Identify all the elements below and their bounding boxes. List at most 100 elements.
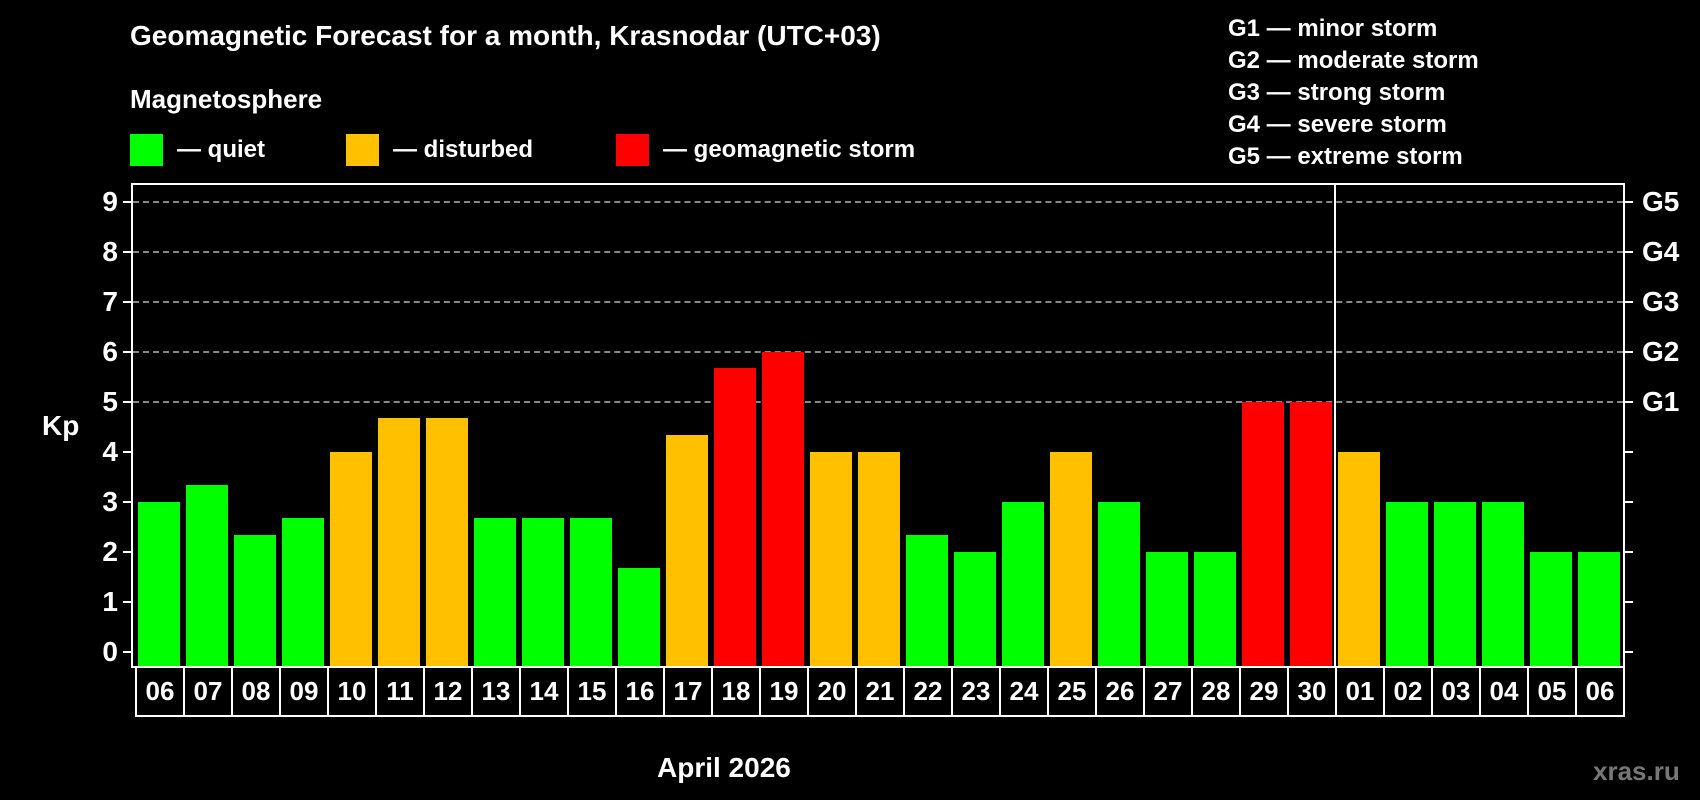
date-label: 11 [375, 668, 423, 715]
y-tick-label: 0 [102, 635, 118, 667]
date-label: 20 [807, 668, 855, 715]
chart-subtitle: Magnetosphere [130, 84, 323, 114]
g-level-label: G2 [1642, 335, 1680, 367]
y-tick-label: 5 [102, 385, 118, 417]
date-label: 05 [1527, 668, 1575, 715]
kp-bar [1194, 551, 1236, 668]
g-level-label: G3 [1642, 285, 1680, 317]
kp-bar [618, 568, 660, 668]
y-tick-right [1625, 350, 1633, 353]
date-label: 06 [1575, 668, 1623, 715]
kp-bar [1338, 451, 1380, 668]
legend-disturbed: — disturbed [346, 133, 533, 167]
y-tick-label: 1 [102, 585, 118, 617]
gridline [133, 250, 1623, 253]
legend-swatch-disturbed [346, 134, 379, 166]
kp-bar [810, 451, 852, 668]
kp-bar [1002, 501, 1044, 668]
kp-bar [906, 535, 948, 668]
legend-label: — geomagnetic storm [663, 136, 916, 163]
y-tick-label: 4 [102, 435, 118, 467]
kp-bar [522, 518, 564, 668]
y-tick-right [1625, 550, 1633, 553]
chart-title: Geomagnetic Forecast for a month, Krasno… [130, 20, 881, 51]
month-divider [1334, 183, 1336, 668]
date-axis: 06 07 08 09 10 11 12 13 14 15 16 17 18 19 20 21 22 23 24 25… [135, 668, 1625, 717]
kp-bar [1386, 501, 1428, 668]
y-tick [123, 300, 131, 303]
kp-bar [714, 368, 756, 668]
y-tick-label: 9 [102, 185, 118, 217]
date-label: 06 [145, 676, 175, 706]
date-label: 16 [615, 668, 663, 715]
date-label: 29 [1239, 668, 1287, 715]
kp-bar [426, 418, 468, 668]
y-tick-right [1625, 450, 1633, 453]
y-tick-right [1625, 250, 1633, 253]
plot-area [131, 183, 1625, 668]
date-label: 18 [711, 668, 759, 715]
date-label: 23 [951, 668, 999, 715]
kp-bar [858, 451, 900, 668]
storm-scale-g4: G4 — severe storm [1228, 111, 1447, 138]
kp-bar [1290, 401, 1332, 668]
gridline [133, 350, 1623, 353]
storm-scale-g5: G5 — extreme storm [1228, 143, 1463, 170]
gridline [133, 200, 1623, 203]
y-tick-right [1625, 600, 1633, 603]
y-tick-right [1625, 200, 1633, 203]
y-tick [123, 450, 131, 453]
legend-storm: — geomagnetic storm [616, 133, 915, 167]
date-label: 03 [1431, 668, 1479, 715]
legend-label: — disturbed [393, 136, 534, 163]
y-tick [123, 500, 131, 503]
date-label: 28 [1191, 668, 1239, 715]
date-label: 22 [903, 668, 951, 715]
kp-bar [954, 551, 996, 668]
y-tick-right [1625, 500, 1633, 503]
date-label: 19 [759, 668, 807, 715]
legend-swatch-quiet [130, 134, 163, 166]
date-label: 25 [1047, 668, 1095, 715]
kp-bar [1098, 501, 1140, 668]
kp-bar [1482, 501, 1524, 668]
y-tick [123, 200, 131, 203]
kp-bar [570, 518, 612, 668]
gridline [133, 300, 1623, 303]
kp-bar [1578, 551, 1620, 668]
y-axis-label: Kp [42, 410, 80, 441]
date-label: 02 [1383, 668, 1431, 715]
date-label: 26 [1095, 668, 1143, 715]
gridline [133, 400, 1623, 403]
date-label: 27 [1143, 668, 1191, 715]
legend-swatch-storm [616, 134, 649, 166]
storm-scale-g3: G3 — strong storm [1228, 79, 1446, 106]
date-label: 21 [855, 668, 903, 715]
y-tick-right [1625, 300, 1633, 303]
kp-bar [138, 501, 180, 668]
kp-bar [1050, 451, 1092, 668]
y-tick [123, 650, 131, 653]
kp-bar [1530, 551, 1572, 668]
g-level-label: G4 [1642, 235, 1680, 267]
y-tick-label: 6 [102, 335, 118, 367]
legend-quiet: — quiet [130, 133, 265, 167]
date-label: 15 [567, 668, 615, 715]
kp-bar [378, 418, 420, 668]
date-label: 07 [183, 668, 231, 715]
kp-bar [762, 351, 804, 668]
date-label: 10 [327, 668, 375, 715]
legend-label: — quiet [177, 136, 265, 163]
g-level-label: G1 [1642, 385, 1680, 417]
date-label: 13 [471, 668, 519, 715]
watermark: xras.ru [1593, 756, 1680, 786]
y-tick-label: 8 [102, 235, 118, 267]
y-tick [123, 250, 131, 253]
storm-scale-g2: G2 — moderate storm [1228, 47, 1479, 74]
y-tick-label: 7 [102, 285, 118, 317]
storm-scale-legend: G1 — minor storm G2 — moderate storm G3 … [1228, 13, 1479, 173]
y-tick-right [1625, 650, 1633, 653]
kp-bar [282, 518, 324, 668]
date-label: 04 [1479, 668, 1527, 715]
kp-bar [186, 485, 228, 668]
